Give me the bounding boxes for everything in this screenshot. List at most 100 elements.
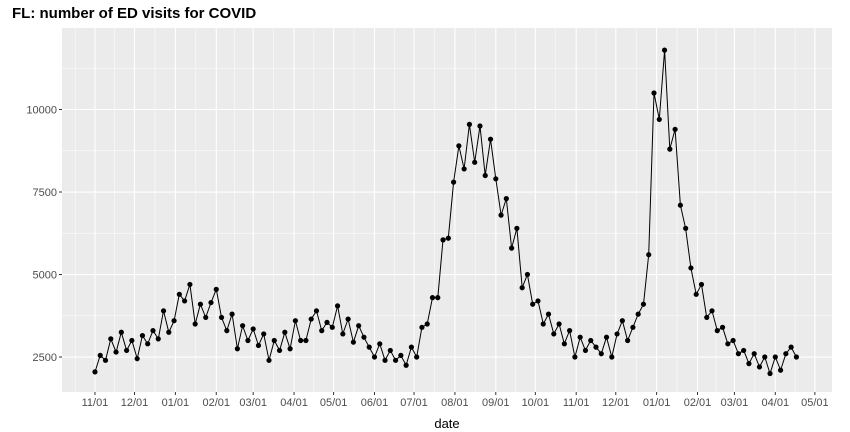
axes: 2500 5000 7500 10000 11/01 12/01 01/01 02/01 03/… bbox=[26, 105, 828, 409]
data-point bbox=[92, 369, 98, 375]
data-point bbox=[102, 357, 109, 363]
data-point bbox=[735, 351, 741, 357]
data-point bbox=[556, 321, 562, 327]
data-point bbox=[756, 364, 763, 370]
data-point bbox=[350, 339, 356, 345]
y-tick-label: 7500 bbox=[33, 187, 57, 199]
data-point bbox=[224, 328, 230, 334]
x-tick-label: 02/01 bbox=[202, 397, 230, 409]
data-point bbox=[683, 225, 689, 231]
data-point bbox=[282, 329, 288, 335]
y-tick-label: 5000 bbox=[33, 270, 57, 282]
data-point bbox=[461, 166, 467, 172]
x-tick-label: 12/01 bbox=[121, 397, 149, 409]
data-point bbox=[403, 362, 409, 368]
data-point bbox=[429, 295, 436, 301]
x-tick-label: 05/01 bbox=[320, 397, 348, 409]
data-point bbox=[124, 347, 130, 354]
data-point bbox=[324, 319, 330, 325]
chart-title: FL: number of ED visits for COVID bbox=[12, 5, 257, 22]
data-point bbox=[213, 286, 219, 292]
data-point bbox=[777, 367, 784, 373]
x-axis-label: date bbox=[434, 416, 459, 431]
data-point bbox=[572, 354, 578, 360]
data-point bbox=[187, 281, 193, 288]
data-point bbox=[377, 341, 383, 347]
x-tick-label: 11/01 bbox=[563, 397, 590, 409]
data-point bbox=[329, 324, 335, 330]
x-tick-label: 02/01 bbox=[684, 397, 712, 409]
data-point bbox=[203, 314, 209, 321]
plot-panel bbox=[62, 28, 832, 392]
data-point bbox=[440, 237, 446, 243]
data-point bbox=[240, 323, 246, 329]
data-point bbox=[677, 202, 683, 208]
data-point bbox=[218, 314, 225, 321]
data-point bbox=[530, 301, 536, 307]
data-point bbox=[509, 245, 515, 251]
data-point bbox=[514, 225, 520, 231]
data-point bbox=[308, 316, 314, 322]
data-point bbox=[567, 328, 573, 334]
data-point bbox=[408, 344, 415, 350]
data-point bbox=[266, 357, 272, 363]
data-point bbox=[450, 179, 457, 185]
data-point bbox=[625, 337, 631, 344]
data-point bbox=[276, 347, 283, 354]
data-point bbox=[651, 90, 657, 96]
data-point bbox=[472, 159, 478, 165]
x-tick-label: 08/01 bbox=[441, 397, 469, 409]
data-point bbox=[387, 347, 393, 354]
data-point bbox=[751, 351, 757, 357]
data-point bbox=[298, 337, 304, 344]
data-point bbox=[155, 336, 161, 342]
x-tick-label: 04/01 bbox=[762, 397, 790, 409]
data-point bbox=[356, 323, 362, 329]
data-point bbox=[614, 331, 620, 337]
data-point bbox=[561, 341, 567, 347]
data-point bbox=[545, 311, 552, 317]
data-point bbox=[208, 299, 214, 306]
data-point bbox=[229, 311, 235, 317]
data-point bbox=[588, 337, 594, 344]
data-point bbox=[630, 324, 636, 330]
data-point bbox=[182, 298, 188, 304]
data-point bbox=[646, 252, 652, 258]
data-point bbox=[746, 361, 752, 367]
data-point bbox=[113, 349, 119, 355]
data-point bbox=[767, 370, 773, 377]
data-point bbox=[345, 316, 351, 322]
data-point bbox=[414, 354, 420, 360]
data-point bbox=[466, 121, 473, 127]
data-point bbox=[160, 308, 167, 314]
data-point bbox=[725, 341, 731, 347]
data-point bbox=[334, 303, 341, 309]
data-point bbox=[234, 346, 240, 352]
data-point bbox=[656, 116, 662, 123]
data-point bbox=[108, 336, 114, 342]
x-tick-label: 11/01 bbox=[82, 397, 109, 409]
data-point bbox=[445, 235, 451, 241]
x-tick-label: 03/01 bbox=[239, 397, 267, 409]
data-point bbox=[487, 136, 494, 142]
data-point bbox=[762, 354, 768, 360]
data-point bbox=[609, 354, 615, 360]
data-point bbox=[150, 328, 156, 334]
data-point bbox=[361, 334, 367, 340]
y-tick-label: 10000 bbox=[26, 105, 57, 117]
data-point bbox=[503, 196, 509, 202]
data-point bbox=[672, 126, 678, 132]
data-point bbox=[698, 281, 705, 288]
data-point bbox=[456, 143, 462, 149]
data-point bbox=[419, 324, 425, 330]
data-point bbox=[704, 314, 710, 321]
data-point bbox=[250, 326, 256, 332]
data-point bbox=[598, 351, 604, 357]
data-point bbox=[129, 337, 135, 344]
data-point bbox=[493, 176, 499, 182]
data-point bbox=[535, 298, 541, 304]
x-tick-label: 01/01 bbox=[162, 397, 190, 409]
data-point bbox=[772, 354, 778, 360]
data-point bbox=[176, 291, 182, 297]
data-point bbox=[435, 295, 441, 301]
